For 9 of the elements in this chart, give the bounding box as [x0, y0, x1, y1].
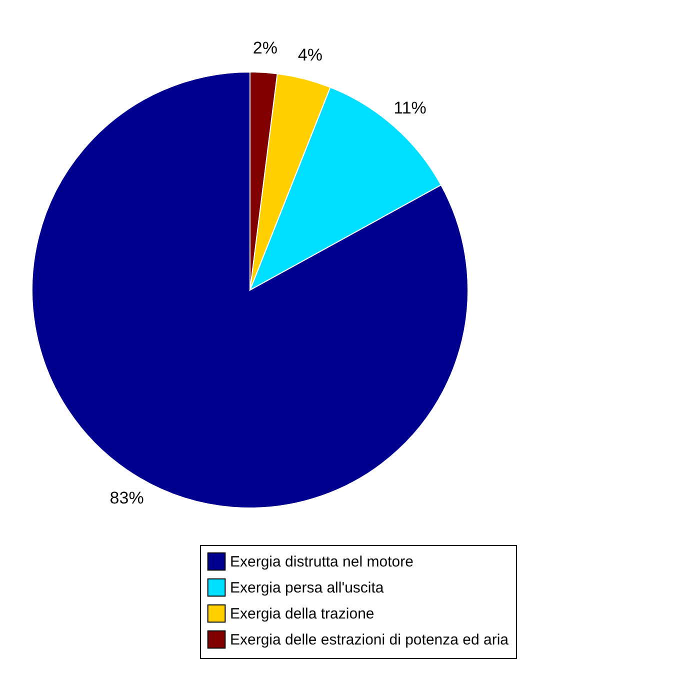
legend-label: Exergia persa all'uscita	[230, 580, 384, 596]
data-label: 11%	[394, 98, 426, 118]
legend-label: Exergia della trazione	[230, 606, 374, 622]
legend-label: Exergia distrutta nel motore	[230, 554, 414, 570]
data-label: 2%	[252, 38, 278, 58]
pie-slice	[32, 72, 468, 508]
legend-label: Exergia delle estrazioni di potenza ed aria	[230, 632, 510, 648]
data-label: 83%	[110, 488, 144, 508]
data-label: 4%	[298, 46, 322, 65]
